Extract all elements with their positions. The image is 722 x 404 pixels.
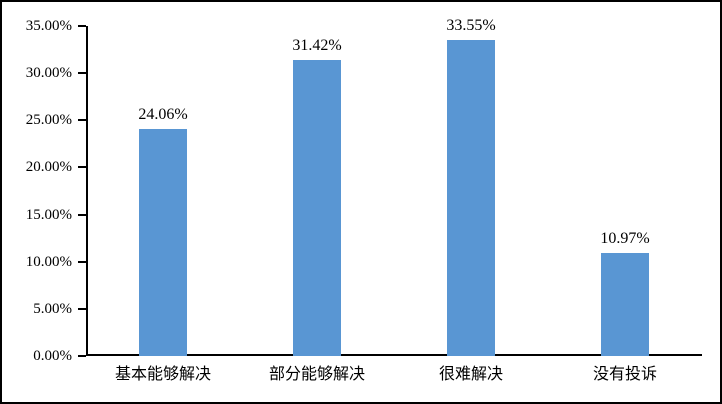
bar-value-label: 10.97% xyxy=(600,229,650,247)
bar-0 xyxy=(139,129,187,356)
bar-1 xyxy=(293,59,341,356)
x-axis-category-label: 很难解决 xyxy=(438,366,503,383)
y-axis-tick-label: 25.00% xyxy=(25,112,72,129)
y-axis-tick-label: 20.00% xyxy=(25,159,72,176)
y-axis-tick-mark xyxy=(78,72,86,75)
y-axis-tick-label: 10.00% xyxy=(25,253,72,270)
y-axis-tick-mark xyxy=(78,260,86,263)
bar-value-label: 31.42% xyxy=(292,36,342,54)
y-axis-tick-label: 35.00% xyxy=(25,18,72,34)
x-axis-category-label: 没有投诉 xyxy=(592,366,657,383)
bar-2 xyxy=(447,39,495,356)
y-axis-tick-mark xyxy=(78,355,86,357)
x-axis-category-label: 部分能够解决 xyxy=(268,366,365,383)
bar-value-label: 33.55% xyxy=(446,16,496,34)
x-axis-category-label: 基本能够解决 xyxy=(114,366,211,383)
y-axis-tick-mark xyxy=(78,119,86,122)
y-axis-tick-label: 15.00% xyxy=(25,206,72,223)
y-axis-tick-mark xyxy=(78,25,86,27)
bar-value-label: 24.06% xyxy=(138,106,188,124)
y-axis-tick-label: 0.00% xyxy=(33,348,72,364)
y-axis-tick-mark xyxy=(78,213,86,216)
bar-3 xyxy=(601,252,649,356)
y-axis-tick-label: 5.00% xyxy=(33,300,72,317)
y-axis-tick-mark xyxy=(78,166,86,169)
y-axis-tick-label: 30.00% xyxy=(25,65,72,82)
plot-area xyxy=(86,26,702,356)
y-axis-tick-mark xyxy=(78,307,86,310)
